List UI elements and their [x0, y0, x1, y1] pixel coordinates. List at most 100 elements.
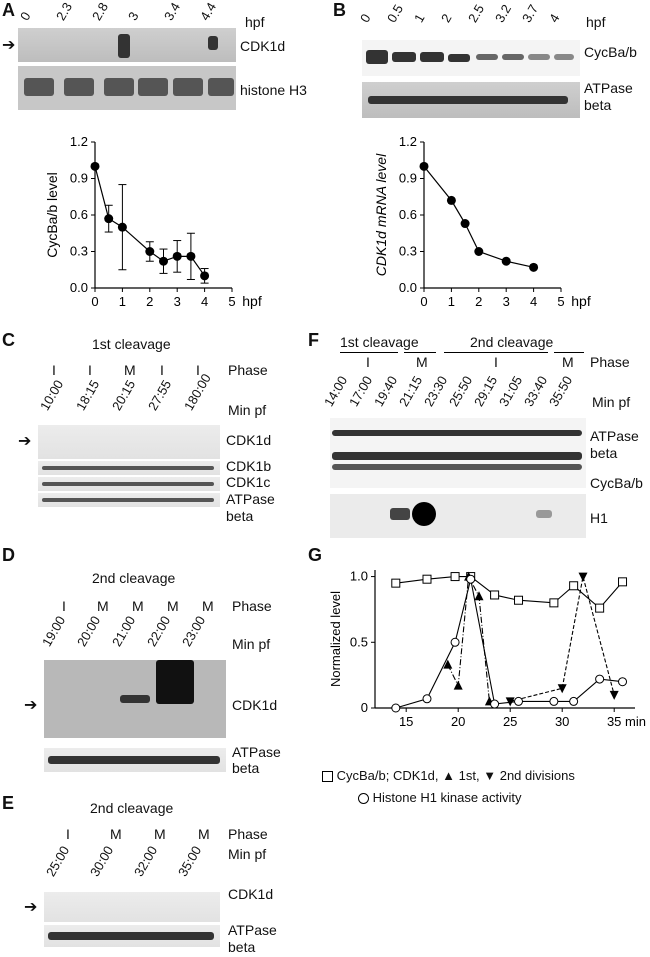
arrow-icon: ➔ [24, 697, 38, 714]
panel-f-time: 29:15 [471, 373, 501, 409]
panel-e-time: 25:00 [43, 843, 73, 879]
panel-f-time: 21:15 [396, 373, 426, 409]
panel-g-legend-item: CycBa/b; CDK1d, ▲ 1st, ▼ 2nd divisions [322, 768, 575, 783]
square-marker [391, 578, 401, 588]
panel-c-blot-label-4: beta [226, 508, 254, 524]
panel-g-legend-text-0: CycBa/b; CDK1d, [336, 768, 439, 783]
y-axis-label: CDK1d mRNA level [373, 153, 389, 276]
panel-f-time-label: Min pf [592, 394, 631, 410]
panel-b-lane-label: 0.5 [384, 1, 407, 26]
panel-e-phase-label: Phase [228, 826, 268, 842]
square-marker [514, 595, 524, 605]
y-tick-label: 0.3 [399, 244, 417, 259]
panel-a-lane-label: 3.4 [161, 0, 184, 23]
x-tick-label: 4 [201, 294, 208, 309]
panel-c-blot-label-3: ATPase [226, 491, 275, 507]
circle-marker [466, 574, 476, 584]
series-line [510, 576, 615, 702]
panel-c-phase: I [160, 362, 164, 378]
panel-b-chart: 0.0 0.3 0.6 0.9 1.2 0 1 2 3 4 5 hpf CDK1d mRNA level [373, 134, 591, 309]
panel-e-atpase-blot [44, 925, 220, 947]
x-tick-label: 3 [174, 294, 181, 309]
panel-c-title: 1st cleavage [92, 336, 171, 352]
square-marker [618, 577, 628, 587]
panel-e-blot-label-1: ATPase [228, 922, 277, 938]
circle-marker-icon [358, 793, 369, 805]
panel-d-phase-label: Phase [232, 598, 272, 614]
panel-d-phase: M [132, 598, 144, 614]
triangle-down-marker [609, 690, 619, 700]
panel-b-lane-label: 0 [357, 11, 374, 25]
panel-label-b: B [333, 0, 346, 20]
panel-e-title: 2nd cleavage [90, 800, 174, 816]
panel-e-blot-label-0: CDK1d [228, 886, 274, 902]
circle-marker [450, 637, 460, 647]
panel-e-blot-label-2: beta [228, 939, 256, 955]
panel-c-blot-label-2: CDK1c [226, 474, 271, 490]
panel-label-f: F [308, 330, 319, 350]
panel-d-time-label: Min pf [232, 636, 271, 652]
data-point [474, 247, 484, 256]
panel-c-phase: M [124, 362, 136, 378]
panel-label-e: E [2, 793, 15, 813]
panel-d-title: 2nd cleavage [92, 570, 176, 586]
panel-c-time: 20:15 [109, 377, 139, 413]
panel-a-lane-label: 4.4 [197, 0, 220, 23]
panel-b-unit: hpf [586, 14, 606, 30]
panel-f-time: 25:50 [446, 373, 476, 409]
panel-f-time: 19:40 [371, 373, 401, 409]
panel-f-time: 17:00 [346, 373, 376, 409]
data-point [460, 219, 470, 229]
x-tick-label: 0 [91, 294, 98, 309]
panel-f-bracket [444, 352, 548, 353]
panel-f-blot-label-1: beta [590, 445, 618, 461]
square-marker [490, 590, 500, 600]
panel-c-cdk1c-blot [38, 477, 220, 491]
panel-d-phase: I [62, 598, 66, 614]
circle-marker [391, 703, 401, 713]
panel-f-time: 35:50 [546, 373, 576, 409]
circle-marker [569, 696, 579, 706]
panel-c-time: 180:00 [181, 371, 214, 413]
x-tick-label: 20 [451, 714, 465, 729]
series-line [395, 579, 623, 709]
panel-c-phase: I [196, 362, 200, 378]
panel-a-lane-label: 3 [125, 9, 142, 23]
y-tick-label: 0.5 [350, 634, 368, 649]
circle-marker [549, 696, 559, 706]
panel-e-phase: M [110, 826, 122, 842]
x-tick-label: 15 [399, 714, 413, 729]
panel-b-lane-label: 2.5 [465, 1, 488, 26]
panel-a-unit: hpf [245, 14, 265, 30]
x-tick-label: 5 [557, 294, 564, 309]
panel-e-time: 35:00 [175, 843, 205, 879]
panel-c-cdk1b-blot [38, 461, 220, 475]
x-tick-label: 1 [119, 294, 126, 309]
panel-c-blot-label-0: CDK1d [226, 432, 272, 448]
panel-f-h1-blot [330, 494, 586, 538]
x-tick-label: 0 [420, 294, 427, 309]
y-tick-label: 1.0 [350, 569, 368, 584]
x-axis-label: hpf [242, 293, 262, 309]
panel-a-cdk1d-blot [18, 28, 236, 62]
panel-d-time: 22:00 [144, 613, 174, 649]
panel-c-phase: I [52, 362, 56, 378]
x-tick-label: 4 [530, 294, 537, 309]
panel-c-time-label: Min pf [228, 402, 267, 418]
x-tick-label: 30 [555, 714, 569, 729]
panel-g-legend-text-2: 2nd divisions [499, 768, 575, 783]
panel-b-lane-label: 1 [411, 11, 428, 25]
x-axis-label: min pf [625, 714, 650, 729]
panel-a-blot-label-cdk1d: CDK1d [240, 38, 286, 54]
triangle-down-marker-icon: ▼ [483, 768, 497, 783]
panel-f-bracket [554, 352, 584, 353]
x-tick-label: 3 [503, 294, 510, 309]
x-axis-label: hpf [571, 293, 591, 309]
panel-d-blot-label-2: beta [232, 760, 260, 776]
square-marker-icon [322, 771, 333, 783]
data-point [117, 222, 127, 232]
panel-f-blot-label-2: CycBa/b [590, 475, 643, 491]
panel-a-lane-label: 2.8 [89, 0, 112, 23]
data-point [501, 256, 511, 266]
panel-b-lane-label: 3.2 [492, 1, 515, 26]
